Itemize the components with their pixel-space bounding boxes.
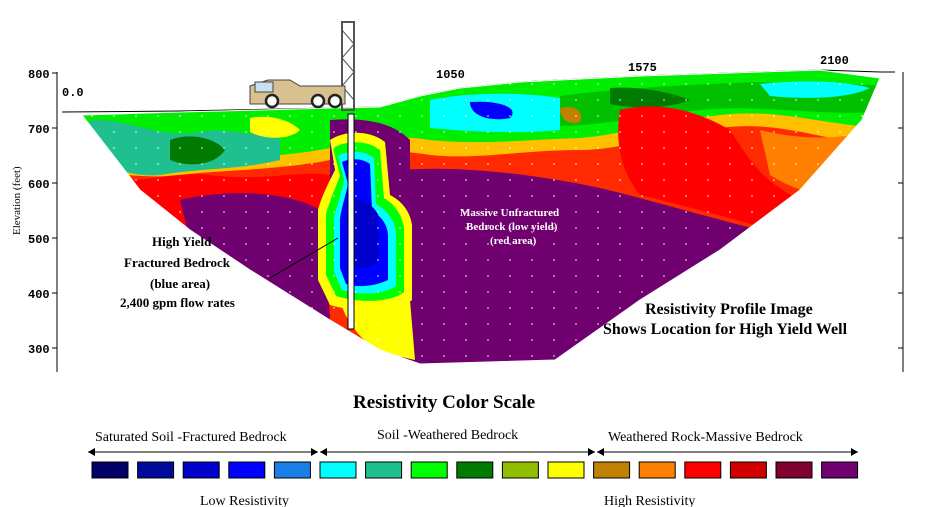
color-swatch: [182, 461, 220, 479]
color-swatch: [410, 461, 448, 479]
color-swatch: [821, 461, 859, 479]
svg-text:Fractured Bedrock: Fractured Bedrock: [124, 255, 231, 270]
elevation-tick-label: 400: [28, 288, 50, 302]
color-swatch: [638, 461, 676, 479]
color-swatch: [273, 461, 311, 479]
svg-text:(red area): (red area): [490, 235, 537, 247]
svg-text:(blue area): (blue area): [150, 276, 210, 291]
elevation-tick-label: 300: [28, 343, 50, 357]
svg-text:Massive Unfractured: Massive Unfractured: [460, 207, 559, 219]
color-swatch: [365, 461, 403, 479]
scale-category-label: Soil -Weathered Bedrock: [377, 428, 518, 443]
color-swatch: [228, 461, 266, 479]
scale-category-label: Weathered Rock-Massive Bedrock: [608, 430, 803, 445]
scale-category-arrows: [88, 448, 858, 456]
low-resistivity-label: Low Resistivity: [200, 494, 289, 507]
elevation-tick-label: 500: [28, 233, 50, 247]
svg-text:Shows Location for High Yield: Shows Location for High Yield Well: [603, 321, 848, 338]
color-swatch: [456, 461, 494, 479]
drill-rig-illustration: [249, 21, 355, 111]
elevation-tick-label: 700: [28, 123, 50, 137]
well-borehole: [347, 113, 355, 330]
color-swatch-row: [91, 461, 859, 479]
color-swatch: [729, 461, 767, 479]
figure-caption: Resistivity Profile Image Shows Location…: [603, 301, 848, 338]
y-axis-title: Elevation (feet): [11, 166, 23, 235]
high-resistivity-label: High Resistivity: [604, 494, 695, 507]
scale-category-label: Saturated Soil -Fractured Bedrock: [95, 430, 287, 445]
elevation-tick-label: 800: [28, 68, 50, 82]
color-swatch: [547, 461, 585, 479]
svg-text:2,400 gpm flow rates: 2,400 gpm flow rates: [120, 295, 235, 310]
station-label: 1050: [436, 68, 465, 82]
station-label: 0.0: [62, 86, 84, 100]
red-area-annotation: Massive Unfractured Bedrock (low yield) …: [460, 207, 559, 247]
color-swatch: [684, 461, 722, 479]
station-label: 1575: [628, 61, 657, 75]
elevation-tick-label: 600: [28, 178, 50, 192]
color-swatch: [137, 461, 175, 479]
color-swatch: [775, 461, 813, 479]
svg-text:Resistivity Profile Image: Resistivity Profile Image: [645, 301, 813, 318]
color-swatch: [91, 461, 129, 479]
color-swatch: [501, 461, 539, 479]
svg-text:High Yield: High Yield: [152, 234, 212, 249]
station-label: 2100: [820, 54, 849, 68]
color-scale-title: Resistivity Color Scale: [353, 392, 535, 413]
left-elevation-axis: 800 700 600 500 400 300 Elevation (feet): [11, 68, 58, 372]
blue-area-annotation: High Yield Fractured Bedrock (blue area)…: [120, 234, 339, 310]
svg-text:Bedrock (low yield): Bedrock (low yield): [466, 221, 558, 233]
color-swatch: [593, 461, 631, 479]
right-elevation-axis: [898, 72, 904, 372]
color-swatch: [319, 461, 357, 479]
